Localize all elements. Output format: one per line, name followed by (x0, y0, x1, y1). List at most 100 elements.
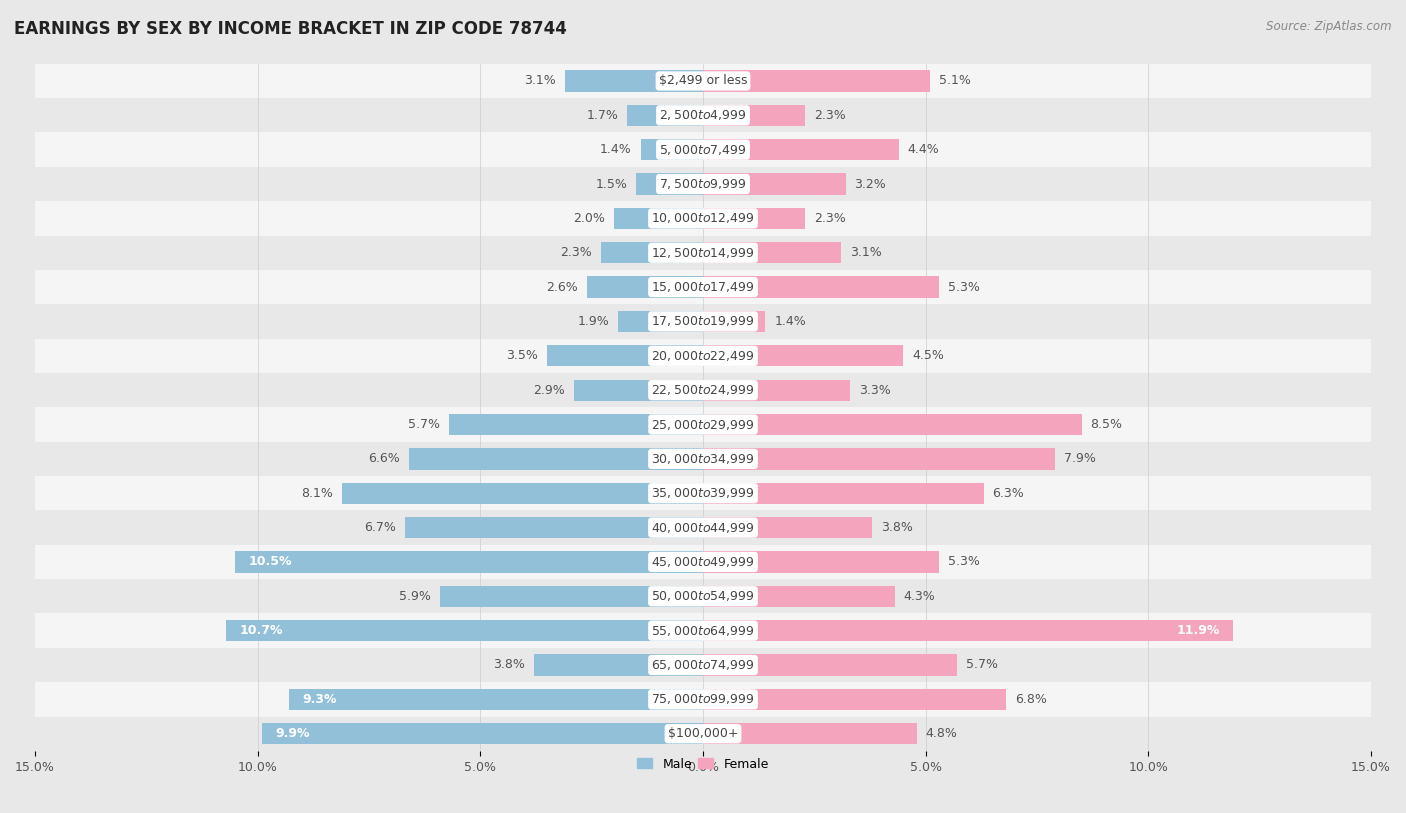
Text: 3.8%: 3.8% (882, 521, 912, 534)
Bar (703, 311, 765, 332)
Text: 4.5%: 4.5% (912, 350, 945, 363)
Bar (440, 585, 703, 607)
Bar (35, 373, 1371, 407)
Bar (342, 483, 703, 504)
Text: 5.7%: 5.7% (408, 418, 440, 431)
Text: 3.8%: 3.8% (494, 659, 524, 672)
Bar (703, 689, 1005, 710)
Text: 1.9%: 1.9% (578, 315, 609, 328)
Text: $25,000 to $29,999: $25,000 to $29,999 (651, 418, 755, 432)
Text: 3.5%: 3.5% (506, 350, 538, 363)
Bar (405, 517, 703, 538)
Text: 5.1%: 5.1% (939, 75, 972, 88)
Text: $12,500 to $14,999: $12,500 to $14,999 (651, 246, 755, 259)
Text: 1.5%: 1.5% (595, 177, 627, 190)
Bar (703, 448, 1054, 470)
Bar (35, 511, 1371, 545)
Text: $75,000 to $99,999: $75,000 to $99,999 (651, 693, 755, 706)
Bar (703, 105, 806, 126)
Bar (703, 242, 841, 263)
Bar (35, 441, 1371, 476)
Text: 2.3%: 2.3% (814, 109, 846, 122)
Bar (409, 448, 703, 470)
Bar (703, 551, 939, 572)
Text: 3.2%: 3.2% (855, 177, 886, 190)
Bar (703, 723, 917, 745)
Text: 2.3%: 2.3% (814, 212, 846, 225)
Text: 3.1%: 3.1% (524, 75, 555, 88)
Text: 1.4%: 1.4% (775, 315, 806, 328)
Text: 6.6%: 6.6% (368, 452, 401, 465)
Bar (574, 380, 703, 401)
Text: 3.1%: 3.1% (851, 246, 882, 259)
Text: 4.3%: 4.3% (904, 589, 935, 602)
Bar (703, 380, 851, 401)
Bar (262, 723, 703, 745)
Text: $40,000 to $44,999: $40,000 to $44,999 (651, 520, 755, 535)
Bar (703, 346, 904, 367)
Text: $20,000 to $22,499: $20,000 to $22,499 (651, 349, 755, 363)
Bar (703, 208, 806, 229)
Text: Source: ZipAtlas.com: Source: ZipAtlas.com (1267, 20, 1392, 33)
Text: $22,500 to $24,999: $22,500 to $24,999 (651, 383, 755, 398)
Bar (565, 70, 703, 92)
Bar (35, 133, 1371, 167)
Text: $45,000 to $49,999: $45,000 to $49,999 (651, 555, 755, 569)
Bar (35, 682, 1371, 716)
Text: 2.6%: 2.6% (547, 280, 578, 293)
Bar (703, 276, 939, 298)
Text: 5.3%: 5.3% (948, 280, 980, 293)
Bar (703, 517, 872, 538)
Text: 2.3%: 2.3% (560, 246, 592, 259)
Text: $15,000 to $17,499: $15,000 to $17,499 (651, 280, 755, 294)
Text: 4.4%: 4.4% (908, 143, 939, 156)
Text: $50,000 to $54,999: $50,000 to $54,999 (651, 589, 755, 603)
Bar (703, 654, 957, 676)
Bar (35, 167, 1371, 201)
Bar (449, 414, 703, 435)
Text: 5.9%: 5.9% (399, 589, 432, 602)
Text: $7,500 to $9,999: $7,500 to $9,999 (659, 177, 747, 191)
Text: $17,500 to $19,999: $17,500 to $19,999 (651, 315, 755, 328)
Bar (35, 98, 1371, 133)
Legend: Male, Female: Male, Female (633, 753, 773, 776)
Text: 8.5%: 8.5% (1091, 418, 1122, 431)
Text: $35,000 to $39,999: $35,000 to $39,999 (651, 486, 755, 500)
Text: 10.5%: 10.5% (249, 555, 292, 568)
Text: $2,500 to $4,999: $2,500 to $4,999 (659, 108, 747, 122)
Text: 2.9%: 2.9% (533, 384, 565, 397)
Bar (703, 585, 894, 607)
Text: 6.7%: 6.7% (364, 521, 395, 534)
Text: EARNINGS BY SEX BY INCOME BRACKET IN ZIP CODE 78744: EARNINGS BY SEX BY INCOME BRACKET IN ZIP… (14, 20, 567, 38)
Text: 5.3%: 5.3% (948, 555, 980, 568)
Text: 11.9%: 11.9% (1177, 624, 1219, 637)
Text: 9.3%: 9.3% (302, 693, 336, 706)
Bar (35, 579, 1371, 614)
Bar (35, 476, 1371, 511)
Text: $100,000+: $100,000+ (668, 727, 738, 740)
Bar (703, 620, 1233, 641)
Bar (641, 139, 703, 160)
Text: $55,000 to $64,999: $55,000 to $64,999 (651, 624, 755, 637)
Bar (703, 173, 845, 194)
Bar (235, 551, 703, 572)
Text: 7.9%: 7.9% (1064, 452, 1095, 465)
Bar (627, 105, 703, 126)
Text: 5.7%: 5.7% (966, 659, 998, 672)
Text: 9.9%: 9.9% (276, 727, 309, 740)
Bar (35, 716, 1371, 751)
Text: $65,000 to $74,999: $65,000 to $74,999 (651, 658, 755, 672)
Bar (588, 276, 703, 298)
Bar (35, 270, 1371, 304)
Bar (35, 545, 1371, 579)
Bar (636, 173, 703, 194)
Text: 1.7%: 1.7% (586, 109, 619, 122)
Text: 3.3%: 3.3% (859, 384, 890, 397)
Bar (703, 70, 931, 92)
Text: 4.8%: 4.8% (925, 727, 957, 740)
Text: $30,000 to $34,999: $30,000 to $34,999 (651, 452, 755, 466)
Bar (226, 620, 703, 641)
Bar (35, 614, 1371, 648)
Bar (35, 648, 1371, 682)
Bar (600, 242, 703, 263)
